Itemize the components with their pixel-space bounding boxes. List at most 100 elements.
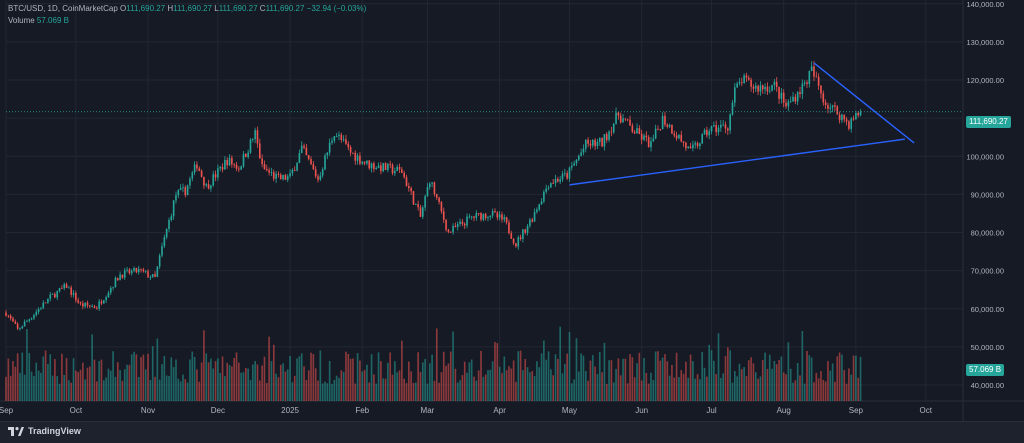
candle-body: [838, 114, 841, 121]
candle-body: [561, 173, 564, 180]
candle-body: [114, 277, 117, 288]
candle-body: [224, 159, 226, 170]
volume-bar: [761, 360, 764, 401]
symbol-label[interactable]: BTC/USD, 1D, CoinMarketCap: [8, 4, 118, 13]
candle-body: [21, 326, 24, 329]
volume-bar: [233, 358, 236, 401]
volume-bar: [16, 353, 19, 401]
candle-body: [601, 138, 603, 147]
volume-bar: [426, 383, 429, 401]
candle-body: [813, 66, 815, 77]
candle-body: [245, 153, 247, 158]
price-chart[interactable]: 140,000.00130,000.00120,000.00110,000.00…: [0, 0, 1024, 421]
volume-bar: [186, 382, 189, 401]
candle-body: [708, 131, 711, 136]
candle-body: [203, 176, 205, 186]
volume-bar: [95, 381, 98, 401]
volume-bar: [191, 351, 194, 401]
volume-bar: [526, 367, 529, 401]
candle-body: [186, 185, 189, 196]
volume-bar: [258, 380, 261, 401]
candle-body: [477, 212, 480, 214]
candle-body: [321, 169, 324, 176]
volume-bar: [256, 364, 259, 401]
candle-body: [673, 133, 676, 136]
volume-bar: [28, 352, 31, 401]
candle-body: [394, 171, 396, 174]
candle-body: [727, 128, 729, 131]
candle-body: [272, 172, 275, 179]
volume-bar: [151, 346, 154, 401]
volume-bar: [21, 352, 24, 401]
candle-body: [184, 187, 187, 196]
volume-bar: [326, 383, 329, 401]
y-tick-label: 80,000.00: [971, 229, 1004, 238]
volume-bar: [58, 383, 61, 401]
volume-bar: [475, 380, 478, 401]
candle-body: [461, 221, 464, 224]
candle-body: [212, 174, 215, 186]
candle-body: [410, 188, 412, 192]
volume-bar: [307, 370, 310, 401]
x-tick-label: Sep: [849, 406, 864, 415]
candle-body: [510, 233, 513, 239]
candle-body: [449, 231, 452, 233]
volume-bar: [808, 355, 811, 401]
volume-bar: [345, 351, 347, 401]
candle-body: [226, 159, 229, 166]
volume-bar: [84, 379, 86, 401]
candle-body: [689, 146, 692, 149]
volume-bar: [470, 359, 473, 401]
candle-body: [154, 274, 156, 277]
candle-body: [692, 144, 694, 149]
x-tick-label: Feb: [355, 406, 369, 415]
volume-bar: [536, 361, 538, 401]
tradingview-logo[interactable]: TradingView: [8, 426, 81, 437]
candle-body: [617, 112, 620, 116]
volume-bar: [431, 354, 433, 401]
volume-bar: [766, 368, 769, 401]
candle-body: [582, 148, 585, 153]
candle-body: [587, 139, 589, 144]
candle-body: [554, 178, 557, 184]
volume-bar: [517, 351, 520, 401]
candle-body: [405, 177, 408, 187]
volume-bar: [44, 350, 47, 401]
candle-body: [694, 143, 697, 145]
candle-body: [305, 147, 308, 156]
candle-body: [135, 267, 138, 273]
candle-body: [703, 129, 706, 135]
candle-body: [519, 237, 522, 239]
candle-body: [545, 188, 548, 192]
tradingview-icon: [8, 427, 24, 437]
volume-bar: [212, 368, 215, 401]
candle-body: [792, 96, 794, 102]
volume-bar: [224, 376, 226, 401]
candle-body: [522, 229, 524, 239]
volume-legend: Volume 57.069 B: [8, 16, 69, 25]
volume-bar: [98, 361, 100, 401]
volume-bar: [468, 362, 471, 401]
volume-label[interactable]: Volume: [8, 16, 35, 25]
candle-body: [596, 141, 599, 147]
candle-body: [761, 85, 764, 90]
candle-body: [466, 216, 468, 226]
candle-body: [345, 139, 347, 144]
candle-body: [706, 129, 708, 136]
volume-bar: [584, 370, 587, 401]
candle-body: [149, 277, 152, 279]
candle-body: [852, 118, 855, 120]
volume-bar: [380, 361, 382, 401]
volume-bar: [424, 359, 426, 401]
candle-body: [547, 187, 550, 189]
candle-body: [217, 168, 219, 178]
candle-body: [363, 161, 366, 164]
candle-body: [442, 211, 445, 220]
volume-bar: [384, 378, 387, 401]
volume-bar: [389, 352, 392, 401]
volume-bar: [710, 350, 713, 401]
volume-bar: [396, 372, 398, 401]
candle-body: [107, 292, 110, 298]
volume-bar: [494, 342, 496, 401]
candle-body: [757, 85, 759, 92]
